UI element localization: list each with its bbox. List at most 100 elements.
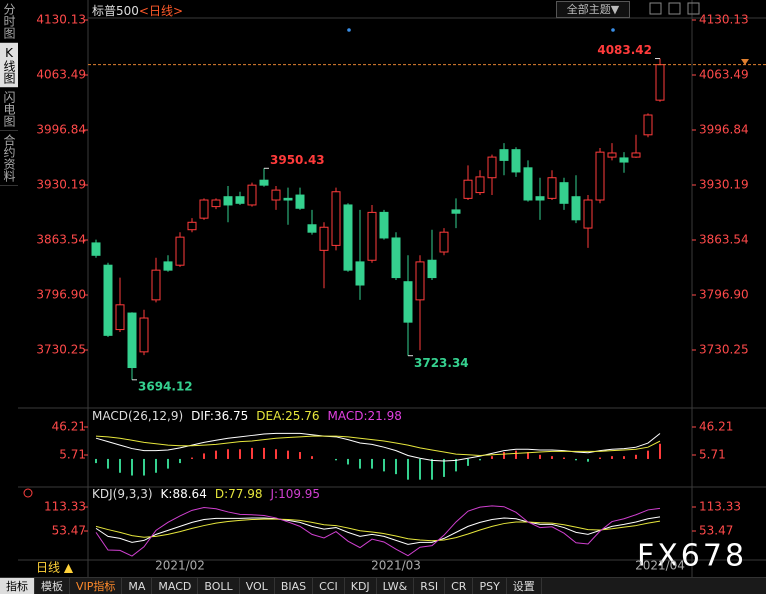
toolbar-tab[interactable]: KDJ [345, 578, 377, 594]
candle-body [295, 194, 305, 209]
candle-body [595, 151, 605, 201]
side-tab[interactable]: 分时图 [0, 0, 18, 43]
candle-body [451, 209, 461, 214]
candle-body [631, 152, 641, 158]
side-tab[interactable]: K线图 [0, 43, 18, 88]
candle-body [415, 261, 425, 301]
candle-body [379, 211, 389, 239]
toolbar-tab[interactable]: MACD [152, 578, 199, 594]
y-tick-label: 46.21 [52, 419, 86, 433]
y-tick-label: 3796.90 [36, 287, 86, 301]
candle-body [463, 179, 473, 199]
toolbar-tab[interactable]: 设置 [507, 578, 542, 594]
extreme-label: 3694.12 [138, 379, 193, 393]
side-tabs: 分时图 K线图 闪电图 合约资料 [0, 0, 18, 186]
candle-body [391, 237, 401, 279]
indicator-icon[interactable] [23, 488, 33, 498]
candle-body [535, 196, 545, 201]
candle-body [547, 177, 557, 199]
legend-name: K: [161, 487, 173, 501]
window-icon[interactable] [649, 2, 662, 15]
candle-body [283, 197, 293, 201]
candle-body [607, 152, 617, 158]
y-tick-label: 5.71 [59, 447, 86, 461]
toolbar-tab[interactable]: CCI [313, 578, 345, 594]
toolbar-tab[interactable]: MA [122, 578, 153, 594]
period-button[interactable]: 日线 ▲ [36, 561, 74, 575]
indicator-line [95, 435, 661, 456]
window-icon[interactable] [668, 2, 681, 15]
price-marker [741, 59, 749, 65]
y-tick-label: 3730.25 [36, 342, 86, 356]
candle-body [259, 179, 269, 186]
y-tick-label: 3930.19 [699, 177, 749, 191]
y-tick-label: 4130.13 [36, 12, 86, 26]
y-tick-label: 3996.84 [36, 122, 86, 136]
indicator-line [95, 432, 661, 462]
toolbar: 指标 模板 VIP指标 MA MACD BOLL VOL BIAS CCI KDJ LW& RSI CR… [0, 577, 766, 594]
candle-body [523, 167, 533, 201]
candle-body [571, 196, 581, 221]
legend-value: 25.76 [285, 409, 319, 423]
side-tab[interactable]: 闪电图 [0, 88, 18, 131]
candle-body [175, 236, 185, 266]
side-tab[interactable]: 合约资料 [0, 131, 18, 186]
y-tick-label: 46.21 [699, 419, 733, 433]
toolbar-tab[interactable]: BIAS [275, 578, 314, 594]
candle-body [115, 304, 125, 331]
y-tick-label: 3863.54 [699, 232, 749, 246]
y-tick-label: 3730.25 [699, 342, 749, 356]
y-tick-label: 3796.90 [699, 287, 749, 301]
y-tick-label: 4063.49 [36, 67, 86, 81]
toolbar-tab[interactable]: LW& [377, 578, 415, 594]
candle-body [271, 189, 281, 201]
candle-body [619, 157, 629, 163]
window-icon[interactable] [687, 2, 700, 15]
toolbar-tab[interactable]: CR [445, 578, 474, 594]
candle-body [127, 312, 137, 369]
candle-body [163, 261, 173, 271]
candle-body [403, 281, 413, 323]
candle-body [487, 156, 497, 179]
extreme-label: 4083.42 [597, 43, 652, 57]
indicator-title: MACD(26,12,9) [92, 409, 183, 423]
candle-body [151, 269, 161, 301]
candle-body [367, 211, 377, 261]
extreme-label: 3723.34 [414, 356, 469, 370]
toolbar-tab[interactable]: RSI [414, 578, 446, 594]
candle-body [439, 231, 449, 253]
theme-button[interactable]: 全部主题▼ [556, 1, 630, 18]
indicator-title: KDJ(9,3,3) [92, 487, 153, 501]
legend-name: J: [269, 487, 278, 501]
y-tick-label: 113.33 [699, 499, 741, 513]
x-tick-label: 2021/03 [371, 559, 421, 573]
toolbar-tab[interactable]: 指标 [0, 578, 35, 594]
toolbar-tab[interactable]: VIP指标 [70, 578, 123, 594]
x-tick-label: 2021/02 [155, 559, 205, 573]
legend-name: D: [215, 487, 228, 501]
legend-name: DEA: [256, 409, 285, 423]
candle-body [343, 204, 353, 271]
watermark: FX678 [637, 539, 747, 574]
candle-body [211, 199, 221, 208]
toolbar-tab[interactable]: VOL [240, 578, 275, 594]
candle-body [235, 196, 245, 204]
candle-body [103, 264, 113, 336]
candle-body [559, 182, 569, 204]
indicator-line [95, 516, 661, 545]
toolbar-tab[interactable]: BOLL [198, 578, 240, 594]
legend-value: 36.75 [214, 409, 248, 423]
legend-value: 88.64 [172, 487, 206, 501]
extreme-label: 3950.43 [270, 153, 325, 167]
candle-body [499, 149, 509, 161]
toolbar-tab[interactable]: 模板 [35, 578, 70, 594]
toolbar-tab[interactable]: PSY [473, 578, 507, 594]
indicator-legend: MACD(26,12,9) DIF:36.75 DEA:25.76 MACD:21.9… [92, 409, 402, 423]
candle-body [187, 221, 197, 231]
event-dot [347, 28, 351, 32]
candle-body [427, 259, 437, 279]
y-tick-label: 113.33 [44, 499, 86, 513]
candle-body [223, 196, 233, 206]
candle-body [355, 261, 365, 286]
